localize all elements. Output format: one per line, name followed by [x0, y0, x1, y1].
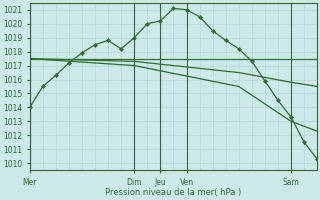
X-axis label: Pression niveau de la mer( hPa ): Pression niveau de la mer( hPa ) — [105, 188, 242, 197]
